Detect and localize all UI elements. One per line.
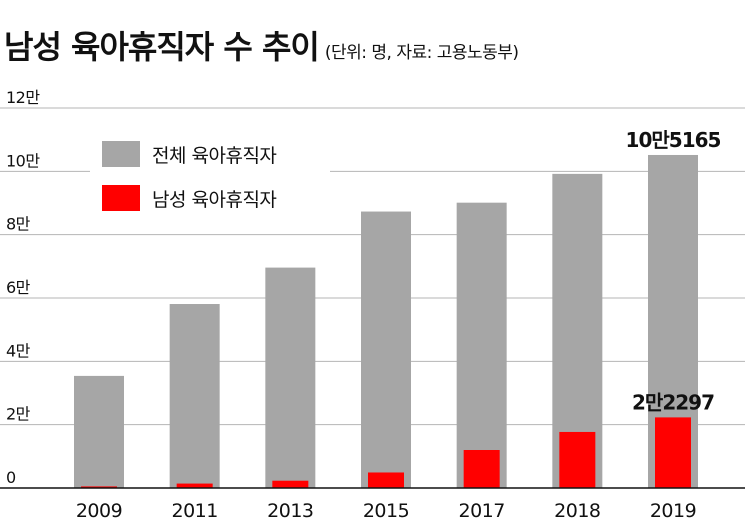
bar-total-2011 (169, 304, 220, 488)
bar-male-2013 (272, 480, 309, 488)
y-tick-label: 12만 (6, 88, 40, 107)
bar-total-2009 (74, 375, 124, 488)
data-labels: 10만5165 2만2297 (626, 128, 722, 414)
x-axis: 2009 2011 2013 2015 2017 2018 2019 (76, 500, 697, 522)
bar-male-2009 (81, 486, 117, 488)
legend-label: 남성 육아휴직자 (152, 189, 276, 211)
chart-header: 남성 육아휴직자 수 추이 (단위: 명, 자료: 고용노동부) (4, 22, 519, 68)
bar-male-2011 (176, 483, 213, 488)
x-tick-label: 2013 (267, 500, 313, 522)
x-tick-label: 2015 (363, 500, 409, 522)
legend-label: 전체 육아휴직자 (152, 145, 276, 167)
x-tick-label: 2009 (76, 500, 122, 522)
y-tick-label: 8만 (6, 215, 31, 234)
y-tick-label: 10만 (6, 151, 40, 170)
x-tick-label: 2017 (458, 500, 504, 522)
data-label: 10만5165 (626, 128, 721, 152)
y-axis: 0 2만 4만 6만 8만 10만 12만 (6, 88, 41, 487)
bar-total-2015 (361, 211, 411, 489)
bar-total-2017 (456, 202, 507, 488)
y-tick-label: 6만 (6, 278, 31, 297)
data-label: 2만2297 (632, 390, 714, 414)
x-tick-label: 2018 (554, 500, 600, 522)
y-tick-label: 2만 (6, 405, 31, 424)
y-tick-label: 0 (6, 468, 16, 487)
legend-swatch (102, 185, 140, 211)
bar-male-2017 (463, 450, 500, 488)
bars (74, 154, 698, 489)
bar-total-2013 (265, 267, 316, 488)
bar-male-2015 (368, 472, 404, 488)
legend-swatch (102, 141, 140, 167)
x-tick-label: 2011 (171, 500, 217, 522)
bar-male-2018 (559, 431, 596, 488)
bar-male-2019 (655, 417, 691, 488)
chart-title: 남성 육아휴직자 수 추이 (4, 28, 320, 66)
x-tick-label: 2019 (650, 500, 696, 522)
chart-subtitle: (단위: 명, 자료: 고용노동부) (324, 43, 519, 63)
y-tick-label: 4만 (6, 341, 31, 360)
